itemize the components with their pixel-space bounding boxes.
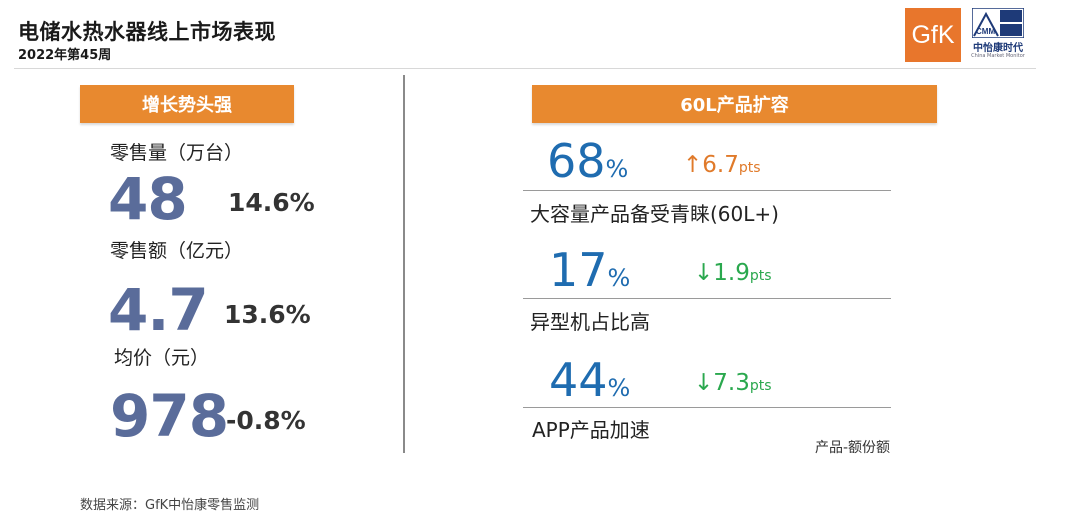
kpi-large-capacity-number: 68 (547, 134, 606, 188)
page-subtitle: 2022年第45周 (18, 48, 112, 63)
kpi-special-shape-unit: % (607, 264, 631, 292)
cmm-logo-en: China Market Monitor (971, 53, 1025, 59)
metric-price-label: 均价（元） (114, 347, 210, 369)
gfk-logo: GfK (905, 8, 961, 62)
gfk-logo-text: GfK (911, 20, 955, 49)
data-source: 数据来源：GfK中怡康零售监测 (80, 498, 260, 513)
metric-volume-label: 零售量（万台） (110, 142, 244, 164)
arrow-up-icon: ↑ (683, 152, 703, 178)
kpi-special-shape-label: 异型机占比高 (530, 310, 650, 334)
capacity-banner: 60L产品扩容 (532, 85, 937, 123)
kpi-special-shape-change: ↓1.9pts (694, 260, 772, 286)
cmm-logo-cn: 中怡康时代 (973, 43, 1023, 54)
kpi-separator (523, 407, 891, 408)
kpi-large-capacity-change: ↑6.7pts (683, 152, 761, 178)
cmm-logo: CMM 中怡康时代 China Market Monitor (968, 8, 1028, 62)
growth-banner: 增长势头强 (80, 85, 294, 123)
cmm-logo-mark: CMM (972, 8, 1024, 38)
kpi-special-shape-change-unit: pts (749, 268, 772, 284)
share-note: 产品-额份额 (815, 440, 891, 456)
kpi-separator (523, 190, 891, 191)
kpi-app-change-value: 7.3 (713, 370, 750, 396)
header-divider (14, 68, 1036, 69)
kpi-large-capacity-value: 68% (547, 134, 628, 188)
metric-price-change: -0.8% (226, 406, 306, 435)
kpi-large-capacity-label: 大容量产品备受青睐(60L+) (530, 202, 779, 226)
kpi-separator (523, 298, 891, 299)
kpi-app-unit: % (607, 374, 631, 402)
kpi-special-shape-change-value: 1.9 (713, 260, 750, 286)
metric-value-value: 4.7 (108, 276, 209, 344)
kpi-app-number: 44 (549, 353, 608, 407)
arrow-down-icon: ↓ (694, 260, 714, 286)
metric-price-value: 978 (110, 382, 229, 450)
metric-value-label: 零售额（亿元） (110, 240, 244, 262)
arrow-down-icon: ↓ (694, 370, 714, 396)
kpi-large-capacity-change-unit: pts (738, 160, 761, 176)
kpi-large-capacity-change-value: 6.7 (702, 152, 739, 178)
cmm-logo-letters: CMM (976, 27, 995, 36)
metric-volume-change: 14.6% (228, 188, 315, 217)
metric-volume-value: 48 (108, 165, 188, 233)
kpi-app-change: ↓7.3pts (694, 370, 772, 396)
page-title: 电储水热水器线上市场表现 (18, 20, 276, 44)
kpi-app-change-unit: pts (749, 378, 772, 394)
growth-banner-label: 增长势头强 (142, 95, 232, 116)
kpi-special-shape-value: 17% (549, 243, 630, 297)
kpi-app-value: 44% (549, 353, 630, 407)
panel-divider (403, 75, 405, 453)
kpi-special-shape-number: 17 (549, 243, 608, 297)
metric-value-change: 13.6% (224, 300, 311, 329)
kpi-app-label: APP产品加速 (532, 418, 650, 442)
capacity-banner-label: 60L产品扩容 (680, 95, 789, 116)
kpi-large-capacity-unit: % (605, 155, 629, 183)
